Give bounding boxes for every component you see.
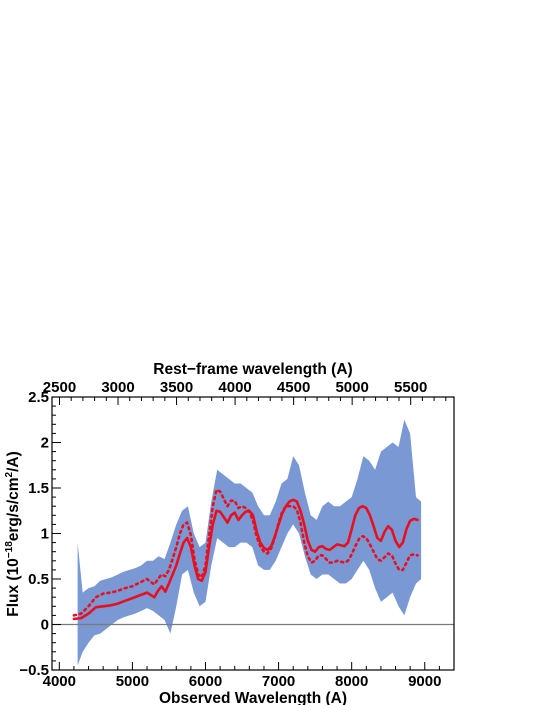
model-solid-line xyxy=(72,498,419,621)
y-tick-label: 0 xyxy=(41,617,49,634)
top-x-tick-label: 5000 xyxy=(335,379,368,396)
x-tick-label: 8000 xyxy=(335,673,368,690)
top-x-tick-label: 5500 xyxy=(394,379,427,396)
top-x-tick-label: 3500 xyxy=(160,379,193,396)
y-tick-label: −0.5 xyxy=(19,662,49,679)
y-tick-label: 0.5 xyxy=(28,571,49,588)
x-tick-label: 4000 xyxy=(43,673,76,690)
x-tick-label: 5000 xyxy=(116,673,149,690)
model-dotted-line xyxy=(72,488,419,617)
y-axis-title: Flux (10−18erg/s/cm2/A) xyxy=(4,451,22,617)
y-tick-label: 2.5 xyxy=(28,389,49,406)
x-axis-title: Observed Wavelength (A) xyxy=(159,690,347,705)
top-x-tick-label: 4000 xyxy=(218,379,251,396)
y-tick-label: 2 xyxy=(41,435,49,452)
top-x-tick-label: 4500 xyxy=(277,379,310,396)
top-x-tick-label: 2500 xyxy=(43,379,76,396)
x-tick-label: 9000 xyxy=(408,673,441,690)
observed-spectrum-band xyxy=(77,419,422,666)
x-tick-label: 6000 xyxy=(189,673,222,690)
y-tick-label: 1 xyxy=(41,526,49,543)
top-x-axis-title: Rest−frame wavelength (A) xyxy=(153,361,352,378)
x-tick-label: 7000 xyxy=(262,673,295,690)
top-x-tick-label: 3000 xyxy=(101,379,134,396)
y-tick-label: 1.5 xyxy=(28,480,49,497)
